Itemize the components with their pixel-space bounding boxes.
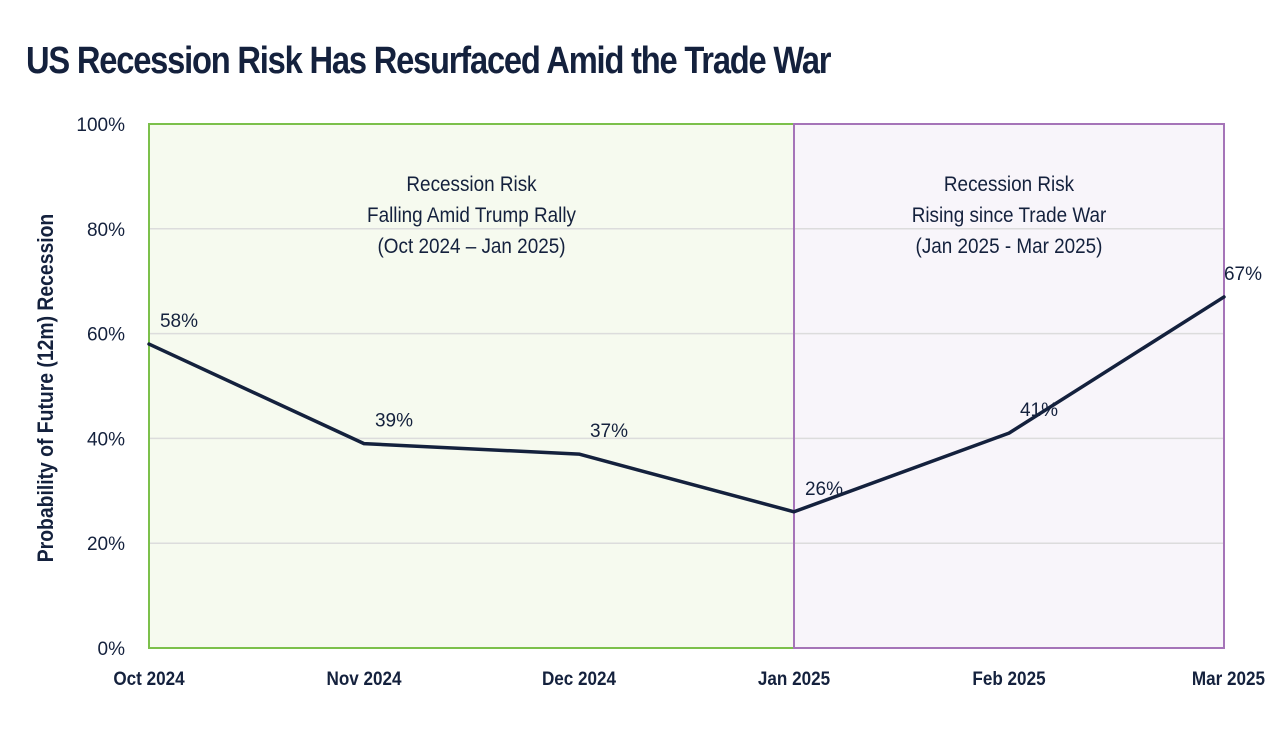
x-tick-label: Nov 2024 xyxy=(326,668,401,689)
region-borders xyxy=(148,123,1225,649)
data-label: 37% xyxy=(590,421,628,442)
x-tick-label: Jan 2025 xyxy=(758,668,830,689)
data-label: 41% xyxy=(1020,400,1058,421)
region-annotations: Recession Risk Falling Amid Trump Rally (O… xyxy=(367,173,1107,258)
chart-title: US Recession Risk Has Resurfaced Amid th… xyxy=(26,40,832,82)
y-tick-label: 40% xyxy=(87,429,125,450)
y-tick-label: 80% xyxy=(87,220,125,241)
x-axis-ticks: Oct 2024 Nov 2024 Dec 2024 Jan 2025 Feb 2025… xyxy=(113,668,1265,689)
region-2-background xyxy=(794,124,1224,648)
region-annotation-line: (Oct 2024 – Jan 2025) xyxy=(378,235,566,258)
region-annotation-line: (Jan 2025 - Mar 2025) xyxy=(916,235,1103,258)
series-layer xyxy=(147,295,1226,514)
region-annotation-line: Recession Risk xyxy=(406,173,537,196)
x-tick-label: Mar 2025 xyxy=(1192,668,1265,689)
region-1-annotation: Recession Risk Falling Amid Trump Rally (O… xyxy=(367,173,576,258)
region-1-background xyxy=(149,124,794,648)
y-axis-ticks: 0% 20% 40% 60% 80% 100% xyxy=(76,115,125,660)
shaded-regions xyxy=(149,124,1224,648)
region-annotation-line: Rising since Trade War xyxy=(912,204,1107,227)
y-tick-label: 0% xyxy=(98,639,126,660)
region-annotation-line: Recession Risk xyxy=(944,173,1075,196)
data-labels: 58% 39% 37% 26% 41% 67% xyxy=(160,264,1262,500)
gridlines xyxy=(149,228,1224,544)
data-label: 58% xyxy=(160,311,198,332)
region-2-annotation: Recession Risk Rising since Trade War (Jan… xyxy=(912,173,1107,258)
series-line xyxy=(147,295,1226,514)
y-axis-label: Probability of Future (12m) Recession xyxy=(34,214,58,562)
data-label: 67% xyxy=(1224,264,1262,285)
y-tick-label: 60% xyxy=(87,325,125,346)
y-tick-label: 100% xyxy=(76,115,125,136)
region-2-border xyxy=(793,123,1225,649)
data-label: 26% xyxy=(805,479,843,500)
data-label: 39% xyxy=(375,411,413,432)
y-tick-label: 20% xyxy=(87,534,125,555)
x-tick-label: Dec 2024 xyxy=(542,668,616,689)
x-tick-label: Feb 2025 xyxy=(972,668,1045,689)
region-annotation-line: Falling Amid Trump Rally xyxy=(367,204,576,227)
x-tick-label: Oct 2024 xyxy=(113,668,184,689)
